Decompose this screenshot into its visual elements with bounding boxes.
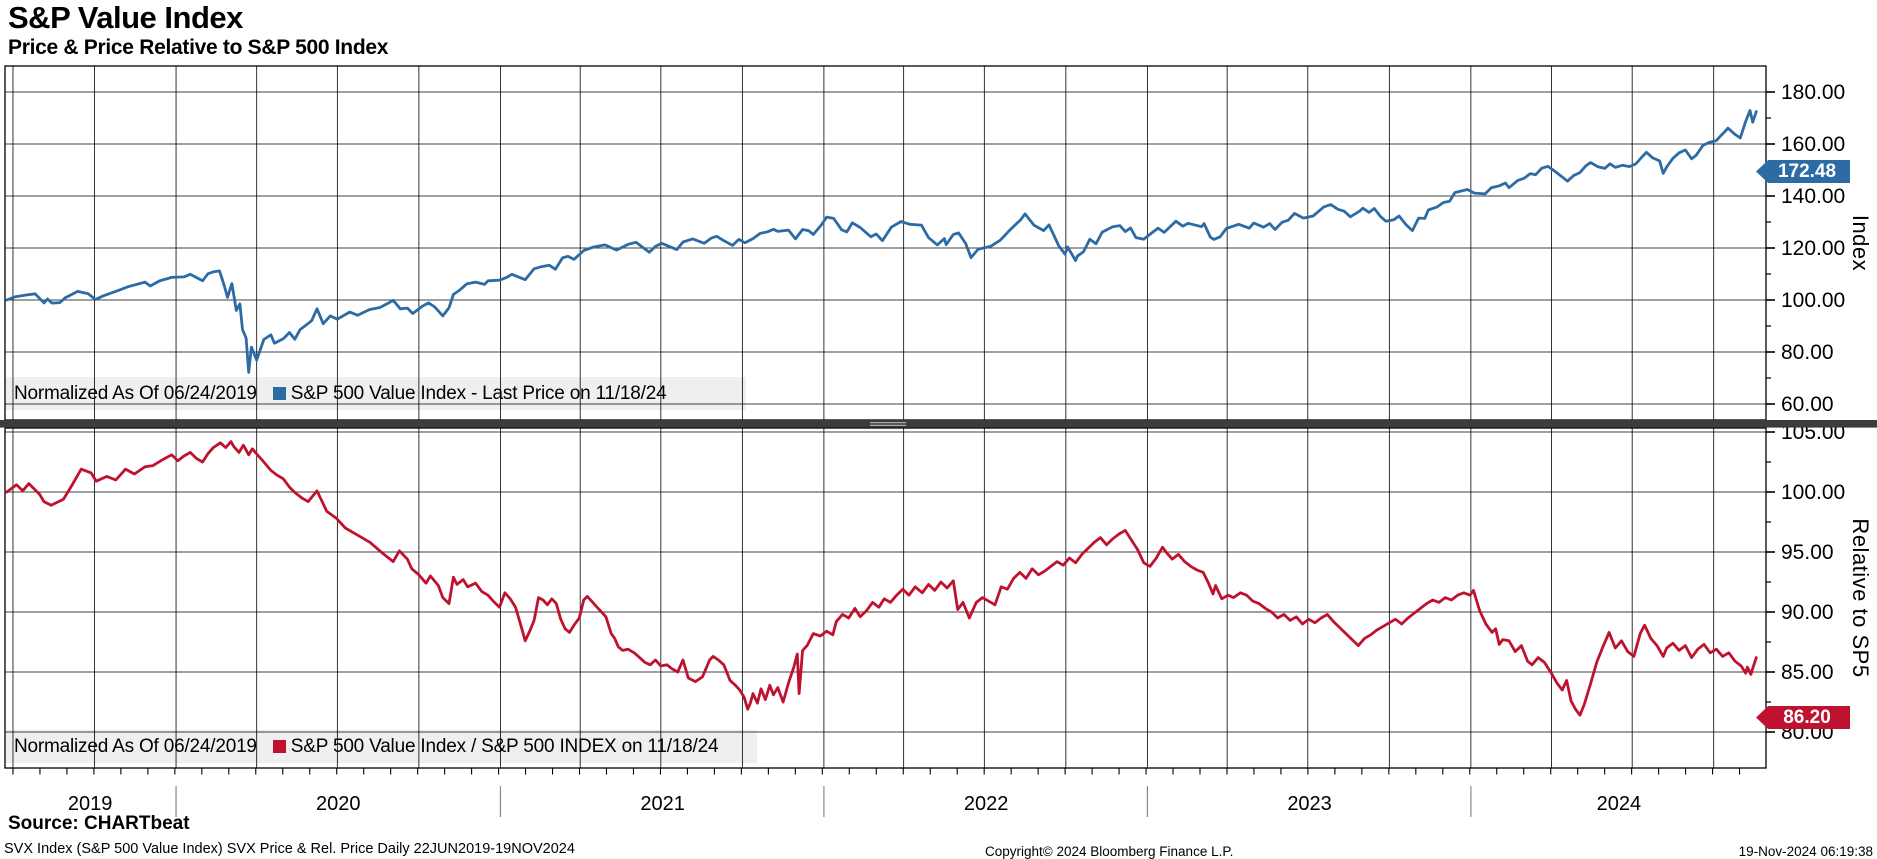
svg-text:80.00: 80.00 (1781, 341, 1834, 364)
svg-text:60.00: 60.00 (1781, 393, 1834, 416)
x-axis-year-2019: 2019 (68, 793, 113, 815)
legend-series-price: S&P 500 Value Index - Last Price on 11/1… (272, 382, 667, 405)
svg-text:140.00: 140.00 (1781, 185, 1845, 208)
legend-series-relative-label: S&P 500 Value Index / S&P 500 INDEX on 1… (290, 735, 719, 757)
panel-splitter-handle[interactable] (0, 420, 1877, 428)
y-axis-title-index: Index (1848, 214, 1873, 272)
legend-normalized-label-2: Normalized As Of 06/24/2019 (14, 735, 257, 757)
x-axis-year-2022: 2022 (964, 793, 1009, 815)
x-axis-year-2021: 2021 (640, 793, 685, 815)
page-title: S&P Value Index (8, 0, 243, 35)
source-label: Source: CHARTbeat (8, 813, 190, 834)
legend-bg-top (5, 377, 746, 410)
svg-text:85.00: 85.00 (1781, 661, 1834, 684)
x-axis-year-2024: 2024 (1597, 793, 1642, 815)
x-axis-year-2023: 2023 (1287, 793, 1332, 815)
legend-relative-panel: Normalized As Of 06/24/2019 S&P 500 Valu… (5, 730, 757, 763)
last-price-badge-index: 172.48 (1756, 160, 1850, 183)
svg-text:90.00: 90.00 (1781, 601, 1834, 624)
chart-description: SVX Index (S&P 500 Value Index) SVX Pric… (4, 841, 575, 857)
x-axis-year-2020: 2020 (316, 793, 361, 815)
last-price-badge-relative: 86.20 (1756, 706, 1850, 729)
svg-text:100.00: 100.00 (1781, 289, 1845, 312)
red-series-swatch-icon (272, 739, 286, 753)
page-subtitle: Price & Price Relative to S&P 500 Index (8, 36, 389, 59)
svg-text:180.00: 180.00 (1781, 81, 1845, 104)
svg-text:95.00: 95.00 (1781, 541, 1834, 564)
blue-series-swatch-icon (272, 386, 286, 400)
copyright-label: Copyright© 2024 Bloomberg Finance L.P. (985, 844, 1234, 859)
price-line-series (5, 109, 1758, 374)
chart-canvas[interactable]: 180.00 160.00 140.00 120.00 100.00 80.00 60.00… (0, 60, 1877, 820)
legend-series-price-label: S&P 500 Value Index - Last Price on 11/1… (290, 382, 667, 404)
svg-text:160.00: 160.00 (1781, 133, 1845, 156)
legend-price-panel: Normalized As Of 06/24/2019 S&P 500 Valu… (5, 377, 746, 410)
svg-text:120.00: 120.00 (1781, 237, 1845, 260)
timestamp-label: 19-Nov-2024 06:19:38 (1738, 844, 1873, 859)
relative-line-series (5, 440, 1758, 717)
svg-text:100.00: 100.00 (1781, 481, 1845, 504)
y-axis-title-relative: Relative to SP5 (1848, 518, 1873, 678)
legend-bg-bottom (5, 730, 757, 763)
legend-series-relative: S&P 500 Value Index / S&P 500 INDEX on 1… (272, 735, 719, 758)
legend-normalized-label: Normalized As Of 06/24/2019 (14, 382, 257, 404)
